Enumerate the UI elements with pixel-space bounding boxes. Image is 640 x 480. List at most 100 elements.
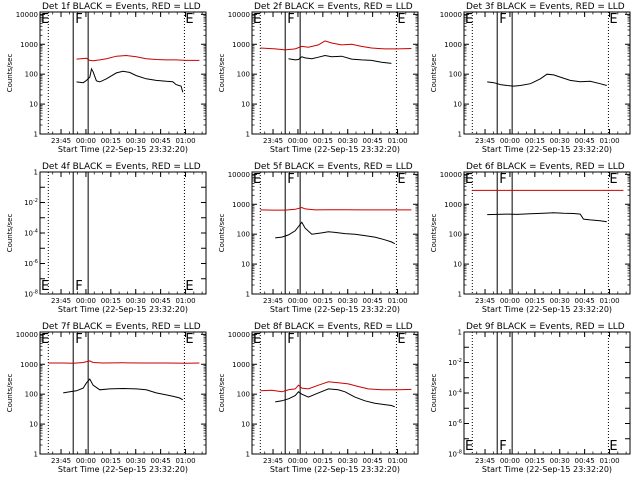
x-tick-label: 00:15 bbox=[101, 297, 121, 305]
plot-frame bbox=[39, 11, 207, 135]
x-tick-label: 00:30 bbox=[126, 137, 146, 145]
marker-letter: E bbox=[397, 12, 405, 27]
x-tick-label: 01:00 bbox=[387, 297, 407, 305]
x-tick-label: 00:45 bbox=[151, 137, 171, 145]
x-tick-label: 00:00 bbox=[288, 137, 308, 145]
marker-letter: E bbox=[41, 12, 49, 27]
x-axis-label: Start Time (22-Sep-15 23:32:20) bbox=[482, 465, 612, 474]
y-tick-label: 10000 bbox=[228, 171, 250, 179]
panel-title: Det 1f BLACK = Events, RED = LLD bbox=[42, 2, 201, 12]
x-tick-label: 00:30 bbox=[550, 297, 570, 305]
lld-series-line bbox=[260, 40, 412, 51]
plot-frame bbox=[463, 11, 631, 135]
x-tick-label: 00:15 bbox=[313, 137, 333, 145]
y-tick-label: 1000 bbox=[232, 201, 250, 209]
x-tick-label: 00:00 bbox=[500, 137, 520, 145]
x-tick-label: 00:15 bbox=[313, 457, 333, 465]
panel-title: Det 3f BLACK = Events, RED = LLD bbox=[466, 2, 625, 12]
events-series-line bbox=[63, 378, 184, 401]
plot-frame bbox=[39, 171, 207, 295]
lld-series-line bbox=[76, 54, 200, 62]
detector-panel-6: Det 6f BLACK = Events, RED = LLD 1 10 100 10… bbox=[430, 162, 631, 314]
marker-letter: E bbox=[41, 332, 49, 347]
x-tick-label: 00:15 bbox=[525, 297, 545, 305]
x-tick-label: 00:30 bbox=[338, 297, 358, 305]
y-tick-label: 10-6 bbox=[448, 419, 462, 428]
x-tick-label: 00:00 bbox=[500, 457, 520, 465]
x-tick-label: 00:15 bbox=[525, 137, 545, 145]
detector-panel-3: Det 3f BLACK = Events, RED = LLD 1 10 100 10… bbox=[430, 2, 631, 154]
x-tick-label: 23:45 bbox=[51, 297, 71, 305]
y-tick-label: 10000 bbox=[228, 11, 250, 19]
x-tick-label: 23:45 bbox=[475, 137, 495, 145]
y-tick-label: 100 bbox=[237, 231, 250, 239]
x-tick-label: 00:00 bbox=[76, 297, 96, 305]
x-tick-label: 01:00 bbox=[175, 457, 195, 465]
events-series-line bbox=[275, 221, 396, 245]
panel-title: Det 7f BLACK = Events, RED = LLD bbox=[42, 322, 201, 332]
y-tick-label: 10-2 bbox=[24, 198, 38, 207]
marker-letter: F bbox=[499, 439, 506, 454]
events-series-line bbox=[487, 73, 607, 87]
y-tick-label: 10000 bbox=[16, 11, 38, 19]
x-tick-label: 00:15 bbox=[101, 457, 121, 465]
x-tick-label: 00:45 bbox=[151, 457, 171, 465]
y-tick-label: 10 bbox=[241, 421, 250, 429]
y-tick-label: 10-2 bbox=[448, 358, 462, 367]
x-axis-label: Start Time (22-Sep-15 23:32:20) bbox=[58, 465, 188, 474]
x-tick-label: 23:45 bbox=[475, 297, 495, 305]
x-tick-label: 01:00 bbox=[599, 297, 619, 305]
marker-letter: E bbox=[253, 172, 261, 187]
marker-letter: E bbox=[253, 332, 261, 347]
x-tick-label: 00:30 bbox=[126, 297, 146, 305]
y-tick-label: 1 bbox=[34, 131, 38, 139]
marker-letter: F bbox=[287, 172, 294, 187]
x-tick-label: 00:30 bbox=[126, 457, 146, 465]
lld-series-line bbox=[48, 360, 200, 364]
x-tick-label: 01:00 bbox=[175, 137, 195, 145]
y-tick-label: 10 bbox=[29, 101, 38, 109]
detector-panel-7: Det 7f BLACK = Events, RED = LLD 1 10 100 10… bbox=[6, 322, 207, 474]
marker-letter: E bbox=[609, 12, 617, 27]
x-tick-label: 00:45 bbox=[363, 457, 383, 465]
y-tick-label: 10000 bbox=[16, 331, 38, 339]
x-tick-label: 00:15 bbox=[101, 137, 121, 145]
x-tick-label: 00:00 bbox=[288, 457, 308, 465]
y-tick-label: 1 bbox=[34, 169, 38, 177]
marker-letter: E bbox=[41, 279, 49, 294]
x-axis-label: Start Time (22-Sep-15 23:32:20) bbox=[270, 145, 400, 154]
y-axis-label: Counts/sec bbox=[218, 214, 226, 253]
y-tick-label: 10 bbox=[29, 421, 38, 429]
x-axis-label: Start Time (22-Sep-15 23:32:20) bbox=[270, 465, 400, 474]
x-tick-label: 00:15 bbox=[313, 297, 333, 305]
x-axis-label: Start Time (22-Sep-15 23:32:20) bbox=[482, 145, 612, 154]
detector-panel-5: Det 5f BLACK = Events, RED = LLD 1 10 100 10… bbox=[218, 162, 419, 314]
y-axis-label: Counts/sec bbox=[430, 214, 438, 253]
y-tick-label: 1000 bbox=[444, 201, 462, 209]
x-tick-label: 00:45 bbox=[151, 297, 171, 305]
y-axis-label: Counts/sec bbox=[6, 214, 14, 253]
y-tick-label: 1 bbox=[246, 451, 250, 459]
marker-letter: F bbox=[75, 12, 82, 27]
x-tick-label: 01:00 bbox=[599, 457, 619, 465]
marker-letter: F bbox=[75, 332, 82, 347]
detector-panel-4: Det 4f BLACK = Events, RED = LLD 10-8 10-6… bbox=[6, 162, 207, 314]
y-axis-label: Counts/sec bbox=[430, 54, 438, 93]
panel-title: Det 8f BLACK = Events, RED = LLD bbox=[254, 322, 413, 332]
x-tick-label: 00:45 bbox=[363, 137, 383, 145]
y-tick-label: 10-4 bbox=[24, 229, 38, 238]
y-tick-label: 100 bbox=[237, 391, 250, 399]
events-series-line bbox=[487, 212, 607, 223]
plot-frame bbox=[251, 11, 419, 135]
x-axis-label: Start Time (22-Sep-15 23:32:20) bbox=[58, 145, 188, 154]
y-axis-label: Counts/sec bbox=[430, 374, 438, 413]
x-tick-label: 00:15 bbox=[525, 457, 545, 465]
x-tick-label: 00:30 bbox=[550, 457, 570, 465]
lld-series-line bbox=[260, 206, 412, 211]
detector-panel-1: Det 1f BLACK = Events, RED = LLD 1 10 100 10… bbox=[6, 2, 207, 154]
events-series-line bbox=[288, 54, 392, 64]
y-tick-label: 1000 bbox=[232, 41, 250, 49]
y-tick-label: 10000 bbox=[440, 11, 462, 19]
y-tick-label: 1000 bbox=[20, 361, 38, 369]
